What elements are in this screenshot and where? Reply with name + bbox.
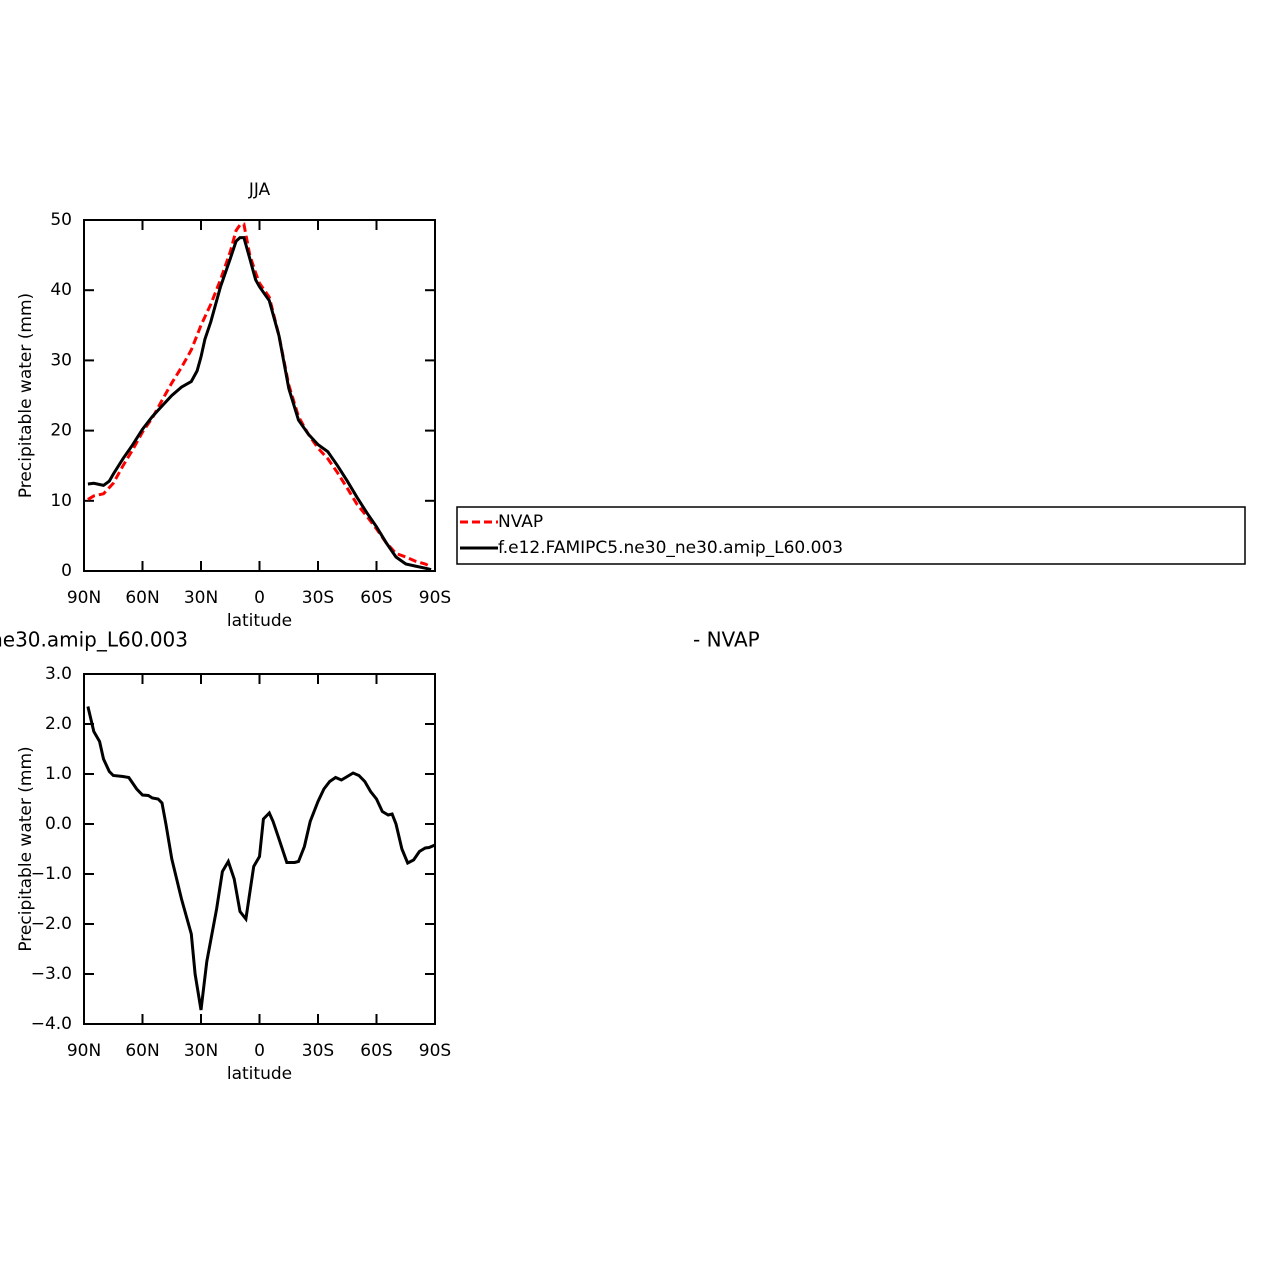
plot-frame	[83, 219, 436, 572]
y-tick-label: −2.0	[31, 914, 72, 934]
data-line	[87, 222, 432, 569]
y-tick-label: −3.0	[31, 964, 72, 984]
x-tick-label: 60N	[125, 1041, 159, 1061]
x-tick-label: 0	[254, 588, 265, 608]
x-axis-label: latitude	[227, 1064, 292, 1084]
data-line	[86, 706, 436, 1011]
data-line	[87, 236, 432, 572]
x-tick-label: 90N	[67, 588, 101, 608]
x-tick-label: 90N	[67, 1041, 101, 1061]
y-tick-label: −4.0	[31, 1014, 72, 1034]
x-tick-label: 30N	[184, 1041, 218, 1061]
y-tick-label: 1.0	[45, 764, 72, 784]
x-tick-label: 30S	[302, 1041, 334, 1061]
chart-title: JJA	[248, 180, 271, 200]
x-axis-label: latitude	[227, 611, 292, 631]
y-tick-label: 40	[50, 280, 72, 300]
plot-frame	[83, 673, 436, 1025]
y-tick-label: 20	[50, 421, 72, 441]
y-tick-label: 2.0	[45, 714, 72, 734]
legend-label: NVAP	[498, 512, 543, 532]
x-tick-label: 0	[254, 1041, 265, 1061]
x-tick-label: 30S	[302, 588, 334, 608]
y-axis-label: Precipitable water (mm)	[16, 293, 36, 498]
legend-label: f.e12.FAMIPC5.ne30_ne30.amip_L60.003	[498, 538, 843, 558]
chart-title-right: - NVAP	[693, 628, 760, 652]
y-axis-label: Precipitable water (mm)	[16, 746, 36, 951]
y-tick-label: −1.0	[31, 864, 72, 884]
y-tick-label: 0.0	[45, 814, 72, 834]
x-tick-label: 30N	[184, 588, 218, 608]
y-tick-label: 3.0	[45, 664, 72, 684]
y-tick-label: 0	[61, 561, 72, 581]
y-tick-label: 30	[50, 350, 72, 370]
x-tick-label: 60N	[125, 588, 159, 608]
x-tick-label: 90S	[419, 1041, 451, 1061]
x-tick-label: 60S	[360, 1041, 392, 1061]
x-tick-label: 90S	[419, 588, 451, 608]
x-tick-label: 60S	[360, 588, 392, 608]
legend-box	[456, 506, 1246, 565]
chart-title-left: f.e12.FAMIPC5.ne30_ne30.amip_L60.003	[0, 628, 188, 652]
y-tick-label: 50	[50, 210, 72, 230]
y-tick-label: 10	[50, 491, 72, 511]
